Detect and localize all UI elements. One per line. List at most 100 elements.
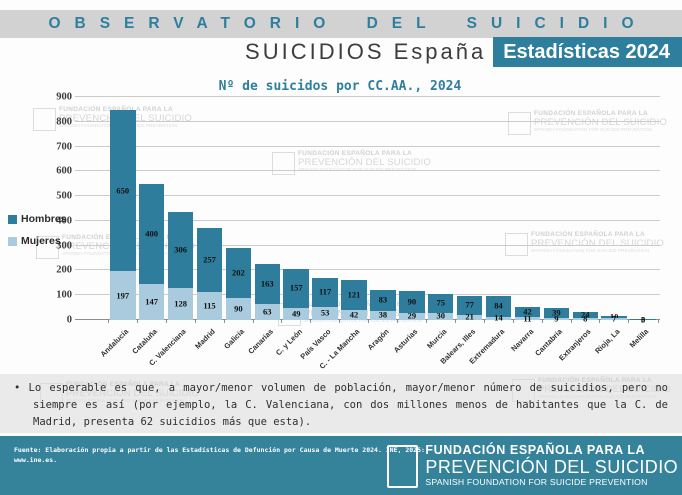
foundation-line-3: SPANISH FOUNDATION FOR SUICIDE PREVENTIO… [425, 477, 648, 487]
value-label-mujeres: 0 [640, 314, 646, 325]
x-axis-tick [512, 320, 514, 323]
x-label: Melilla [628, 327, 651, 350]
value-label-hombres: 83 [378, 294, 388, 305]
bar-balears-illes: 77 21 [456, 295, 483, 321]
value-label-hombres: 400 [145, 228, 159, 239]
segment-mujeres: 128 [167, 288, 194, 320]
segment-hombres: 202 [225, 247, 252, 298]
x-axis-tick [454, 320, 456, 323]
x-axis-tick [599, 320, 601, 323]
segment-hombres: 42 [514, 306, 541, 318]
y-axis-label: 700 [56, 141, 72, 153]
segment-hombres: 24 [572, 310, 598, 319]
value-label-mujeres: 197 [116, 290, 130, 301]
segment-mujeres: 42 [341, 309, 367, 320]
foundation-line-2: PREVENCIÓN DEL SUICIDIO [425, 457, 678, 477]
x-axis-tick [108, 320, 109, 323]
x-axis-tick [368, 320, 370, 323]
x-label: Asturias [391, 327, 420, 355]
segment-mujeres: 90 [225, 297, 252, 320]
segment-hombres: 39 [543, 308, 570, 318]
segment-hombres: 650 [110, 110, 136, 272]
x-label: Madrid [193, 327, 218, 351]
x-axis-tick [339, 320, 341, 323]
gridline-0 [75, 319, 660, 320]
segment-mujeres: 53 [312, 306, 338, 320]
segment-mujeres: 14 [485, 313, 512, 322]
x-axis-tick [570, 320, 572, 323]
gridline-300 [75, 244, 660, 246]
bars-container: 650 197 400 14 7 306 128 257 115 202 90 163 63 157 49 1… [110, 97, 656, 324]
y-axis-label: 400 [56, 215, 72, 227]
segment-mujeres: 115 [196, 291, 223, 320]
gridline-600 [75, 170, 660, 172]
bar-murcia: 75 30 [427, 294, 454, 320]
value-label-mujeres: 11 [523, 313, 532, 324]
legend-item-hombres: Hombres [8, 213, 67, 225]
subtitle-row: SUICIDIOS España Estadísticas 2024 [245, 37, 682, 67]
note-sentence: Lo esperable es que, a mayor/menor volum… [28, 382, 668, 428]
y-axis-label: 900 [56, 91, 72, 103]
x-axis-tick [223, 320, 225, 323]
value-label-mujeres: 49 [291, 308, 301, 319]
bar-canarias: 163 63 [254, 264, 281, 320]
y-axis-label: 100 [56, 289, 72, 301]
bar-navarra: 42 11 [514, 306, 541, 323]
source-line-1: Fuente: Elaboración propia a partir de l… [14, 446, 425, 454]
foundation-logo-icon [387, 445, 419, 488]
x-label: Navarra [508, 327, 536, 354]
value-label-hombres: 650 [116, 185, 130, 196]
y-axis-label: 200 [56, 264, 72, 276]
segment-mujeres: 7 [601, 314, 627, 323]
value-label-hombres: 42 [523, 306, 532, 317]
x-label: Murcia [424, 327, 449, 351]
value-label-mujeres: 42 [349, 309, 359, 320]
segment-mujeres: 21 [456, 312, 483, 321]
x-axis-tick [483, 320, 485, 323]
x-label: Aragón [365, 327, 391, 352]
foundation-block: FUNDACIÓN ESPAÑOLA PARA LA PREVENCIÓN DE… [387, 443, 678, 488]
stats-year-badge: Estadísticas 2024 [493, 37, 682, 67]
note-panel: • Lo esperable es que, a mayor/menor vol… [0, 374, 682, 433]
value-label-mujeres: 14 [494, 312, 503, 323]
footer-bar: Fuente: Elaboración propia a partir de l… [0, 436, 682, 495]
value-label-mujeres: 8 [583, 313, 588, 324]
segment-hombres: 83 [370, 290, 396, 311]
bar-pa-s-vasco: 117 53 [312, 277, 338, 320]
x-label-slot: C. - La Mancha [318, 325, 367, 373]
value-label-mujeres: 7 [612, 313, 617, 324]
segment-mujeres: 49 [283, 307, 309, 320]
value-label-hombres: 257 [203, 254, 216, 265]
foundation-line-1: FUNDACIÓN ESPAÑOLA PARA LA [425, 443, 646, 457]
bar-andaluc-a: 650 197 [110, 110, 136, 320]
gridline-100 [75, 294, 660, 296]
segment-mujeres: 29 [399, 311, 425, 320]
segment-hombres: 75 [427, 294, 454, 313]
foundation-name: FUNDACIÓN ESPAÑOLA PARA LA PREVENCIÓN DE… [425, 443, 678, 488]
value-label-hombres: 306 [174, 244, 187, 255]
chart-legend: Hombres Mujeres [8, 213, 67, 257]
segment-hombres: 90 [399, 290, 425, 313]
value-label-mujeres: 53 [320, 307, 330, 318]
x-axis-tick [541, 320, 543, 323]
y-axis-label: 600 [56, 165, 72, 177]
value-label-mujeres: 30 [436, 310, 445, 321]
value-label-mujeres: 115 [203, 300, 216, 311]
y-axis-label: 0 [66, 314, 72, 326]
segment-hombres: 77 [456, 295, 483, 315]
bar-extremadura: 84 14 [485, 295, 512, 322]
value-label-mujeres: 90 [234, 303, 243, 314]
segment-mujeres: 197 [110, 271, 136, 320]
gridline-900 [75, 96, 660, 97]
value-label-hombres: 84 [494, 300, 503, 311]
page-subtitle: SUICIDIOS España [245, 39, 487, 64]
source-text: Fuente: Elaboración propia a partir de l… [14, 446, 425, 465]
value-label-hombres: 3 [640, 314, 646, 325]
segment-hombres: 3 [630, 315, 656, 324]
segment-hombres: 157 [283, 268, 309, 308]
value-label-mujeres: 38 [378, 309, 388, 320]
y-axis-label: 800 [56, 116, 72, 128]
gridline-800 [75, 120, 660, 122]
